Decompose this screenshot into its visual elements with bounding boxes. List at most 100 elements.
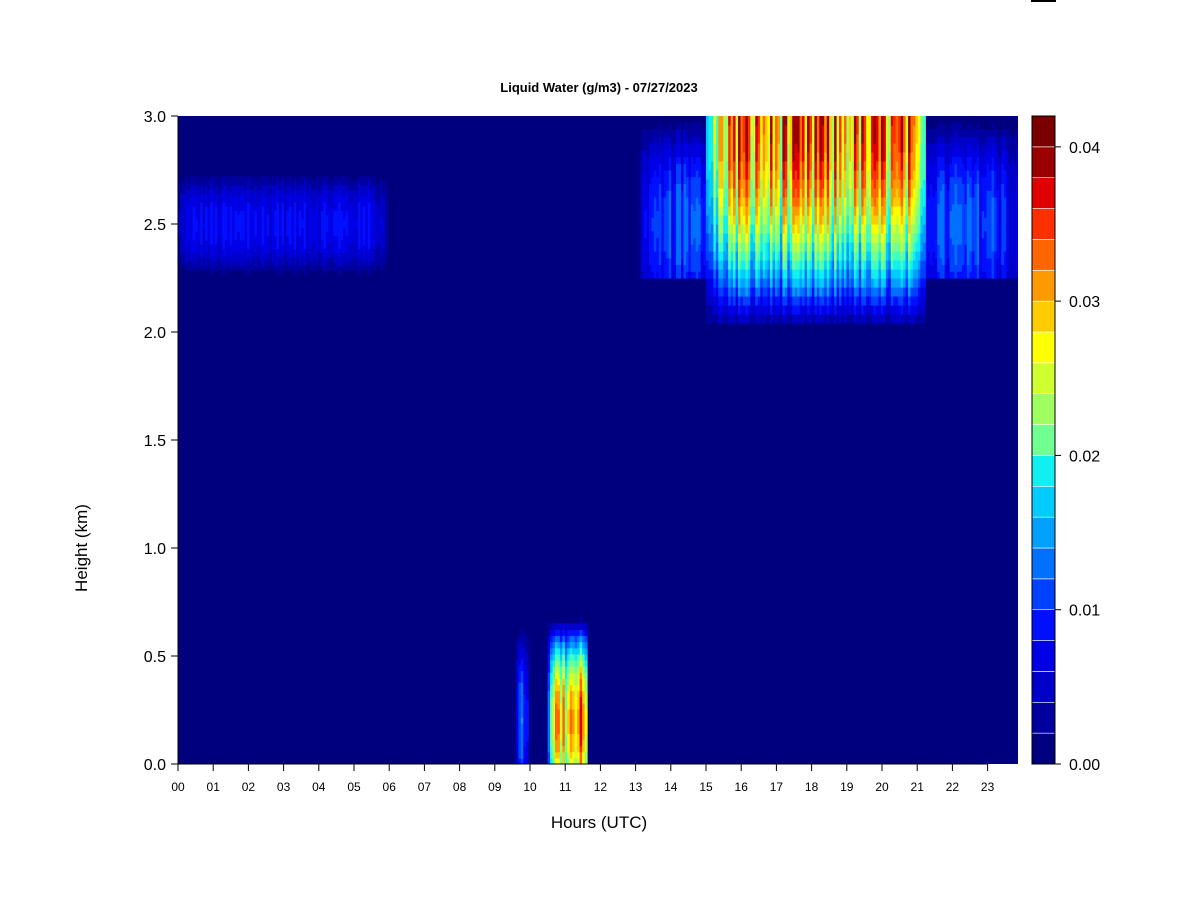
heatmap-cell [200, 256, 204, 262]
heatmap-cell [340, 252, 344, 258]
heatmap-cell [281, 176, 285, 182]
heatmap-cell [217, 252, 221, 258]
heatmap-cell [227, 206, 231, 211]
heatmap-cell [582, 623, 586, 630]
heatmap-cell [547, 727, 551, 734]
heatmap-cell [224, 231, 228, 237]
heatmap-cell [192, 223, 196, 228]
heatmap-cell [547, 739, 551, 747]
heatmap-cell [365, 214, 369, 220]
heatmap-cell [207, 256, 211, 262]
heatmap-cell [345, 214, 349, 220]
heatmap-cell [224, 248, 228, 254]
heatmap-cell [685, 176, 689, 185]
heatmap-cell [192, 244, 196, 249]
heatmap-cell [384, 223, 389, 228]
heatmap-cell [375, 231, 379, 237]
heatmap-cell [185, 201, 189, 207]
heatmap-cell [244, 184, 248, 190]
heatmap-cell [296, 265, 300, 271]
heatmap-cell [685, 251, 689, 259]
heatmap-cell [311, 189, 315, 194]
heatmap-cell [330, 261, 334, 266]
heatmap-cell [927, 170, 931, 178]
heatmap-cell [648, 230, 653, 239]
heatmap-cell [663, 149, 667, 158]
heatmap-cell [641, 224, 645, 232]
heatmap-cell [323, 265, 327, 271]
heatmap-cell [375, 239, 379, 245]
heatmap-cell [525, 758, 529, 764]
heatmap-cell [362, 239, 366, 245]
heatmap-cell [384, 218, 389, 224]
heatmap-cell [343, 252, 347, 258]
heatmap-cell [698, 143, 702, 151]
heatmap-cell [927, 244, 931, 252]
heatmap-cell [244, 235, 248, 241]
heatmap-cell [256, 227, 260, 233]
heatmap-cell [212, 239, 216, 245]
heatmap-cell [192, 235, 196, 241]
heatmap-cell [380, 218, 384, 224]
heatmap-cell [288, 180, 292, 186]
heatmap-cell [559, 629, 563, 637]
heatmap-cell [572, 635, 576, 643]
heatmap-cell [666, 210, 670, 218]
heatmap-cell [927, 197, 931, 205]
heatmap-cell [345, 256, 349, 262]
heatmap-cell [348, 206, 352, 211]
heatmap-cell [197, 231, 201, 237]
heatmap-cell [703, 237, 707, 245]
heatmap-cell [574, 751, 578, 759]
heatmap-cell [676, 163, 680, 171]
heatmap-cell [648, 190, 653, 198]
heatmap-cell [666, 197, 670, 205]
heatmap-cell [286, 197, 290, 203]
heatmap-cell [190, 252, 194, 258]
heatmap-cell [217, 193, 221, 199]
heatmap-cell [269, 189, 273, 194]
heatmap-cell [210, 265, 214, 271]
heatmap-cell [214, 252, 219, 258]
heatmap-cell [557, 653, 561, 661]
heatmap-cell [372, 261, 376, 266]
heatmap-cell [232, 189, 236, 194]
heatmap-cell [554, 721, 559, 728]
heatmap-cell [646, 230, 650, 239]
heatmap-cell [569, 751, 573, 759]
heatmap-cell [927, 264, 931, 272]
heatmap-cell [187, 189, 191, 194]
heatmap-cell [648, 271, 653, 279]
heatmap-cell [279, 231, 283, 237]
heatmap-cell [360, 265, 364, 271]
heatmap-cell [178, 223, 182, 228]
heatmap-cell [671, 136, 675, 144]
heatmap-cell [271, 210, 275, 216]
heatmap-cell [360, 256, 364, 262]
heatmap-cell [676, 190, 680, 198]
heatmap-cell [929, 163, 933, 171]
heatmap-cell [190, 265, 194, 271]
heatmap-cell [288, 244, 292, 249]
plot-area [178, 116, 1018, 764]
heatmap-cell [259, 227, 263, 233]
heatmap-cell [320, 210, 324, 216]
heatmap-cell [367, 231, 371, 237]
heatmap-cell [242, 218, 246, 224]
heatmap-cell [927, 237, 931, 245]
heatmap-cell [357, 248, 361, 254]
heatmap-cell [676, 156, 680, 164]
heatmap-cell [547, 641, 551, 649]
heatmap-cell [663, 264, 667, 272]
heatmap-cell [663, 224, 667, 232]
heatmap-cell [658, 271, 662, 279]
heatmap-cell [185, 231, 189, 237]
heatmap-cell [932, 197, 936, 205]
heatmap-cell [244, 227, 248, 233]
heatmap-cell [296, 244, 300, 249]
heatmap-cell [271, 248, 275, 254]
heatmap-cell [681, 224, 685, 232]
heatmap-cell [658, 264, 662, 272]
heatmap-cell [350, 193, 354, 199]
heatmap-cell [685, 244, 689, 252]
